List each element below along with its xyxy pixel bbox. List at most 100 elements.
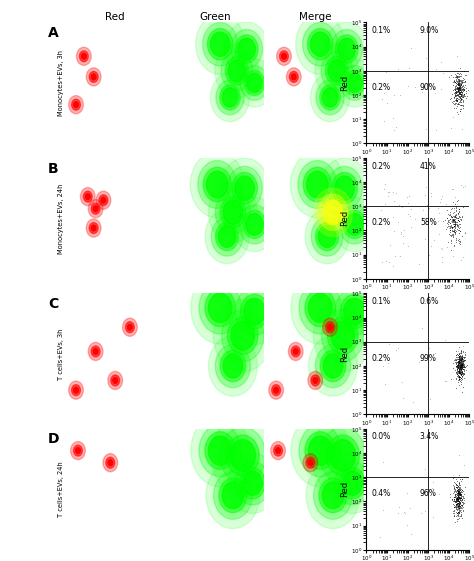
- Point: [454, 488, 462, 496]
- Circle shape: [205, 432, 236, 470]
- Point: [454, 496, 462, 505]
- Point: [457, 365, 465, 374]
- Point: [454, 351, 462, 360]
- Circle shape: [346, 73, 362, 93]
- Point: [455, 375, 462, 384]
- Point: [457, 355, 465, 364]
- Point: [456, 90, 464, 99]
- Point: [452, 498, 459, 507]
- Point: [456, 490, 464, 499]
- Point: [456, 373, 464, 381]
- Point: [453, 204, 460, 213]
- Point: [457, 71, 465, 80]
- Point: [453, 102, 461, 111]
- Point: [457, 348, 465, 357]
- Point: [456, 95, 463, 104]
- Point: [431, 348, 438, 357]
- Point: [451, 490, 458, 499]
- Point: [459, 102, 467, 111]
- Point: [448, 224, 456, 233]
- Point: [458, 91, 466, 100]
- Point: [460, 360, 468, 369]
- Point: [453, 363, 461, 372]
- Point: [457, 501, 465, 510]
- Circle shape: [190, 151, 244, 218]
- Point: [456, 507, 464, 516]
- Circle shape: [91, 74, 96, 80]
- Point: [454, 514, 461, 523]
- Point: [457, 360, 465, 369]
- Point: [454, 209, 462, 218]
- Text: A: A: [48, 26, 59, 40]
- Point: [457, 507, 465, 516]
- Point: [446, 223, 454, 232]
- Point: [458, 95, 465, 104]
- Point: [450, 481, 458, 490]
- Point: [451, 496, 459, 505]
- Point: [411, 215, 419, 224]
- Point: [452, 361, 460, 370]
- Point: [451, 219, 459, 228]
- Point: [407, 205, 415, 214]
- Circle shape: [221, 51, 253, 90]
- Point: [458, 357, 465, 366]
- Point: [390, 197, 398, 206]
- Point: [454, 80, 461, 89]
- Circle shape: [222, 482, 244, 509]
- Point: [460, 353, 467, 362]
- Circle shape: [323, 200, 343, 224]
- Point: [461, 350, 469, 359]
- Point: [451, 91, 458, 100]
- Point: [453, 499, 461, 508]
- Point: [446, 223, 453, 232]
- Point: [456, 362, 464, 371]
- Point: [457, 362, 465, 371]
- Point: [445, 218, 453, 227]
- Point: [451, 216, 458, 225]
- Point: [379, 505, 386, 514]
- Point: [455, 488, 462, 497]
- Point: [456, 373, 464, 381]
- Point: [459, 91, 466, 100]
- Point: [456, 500, 463, 509]
- Point: [446, 214, 454, 223]
- Circle shape: [108, 371, 123, 389]
- Point: [461, 227, 468, 236]
- Point: [451, 213, 459, 222]
- Point: [456, 96, 464, 105]
- Point: [455, 507, 463, 516]
- Point: [452, 487, 460, 496]
- Point: [459, 497, 466, 506]
- Point: [461, 356, 468, 365]
- Point: [459, 382, 467, 391]
- Point: [447, 489, 454, 498]
- Point: [455, 85, 462, 94]
- Point: [455, 357, 463, 366]
- Point: [447, 220, 455, 229]
- Point: [450, 213, 458, 222]
- Circle shape: [313, 471, 352, 519]
- Point: [456, 91, 464, 100]
- Point: [459, 81, 467, 90]
- Point: [447, 222, 454, 231]
- Point: [453, 494, 460, 503]
- Point: [450, 474, 457, 483]
- Point: [447, 222, 455, 231]
- Point: [451, 90, 459, 99]
- Point: [450, 76, 457, 85]
- X-axis label: Green: Green: [405, 158, 431, 167]
- Point: [459, 498, 467, 507]
- Circle shape: [328, 278, 382, 345]
- Circle shape: [205, 209, 249, 264]
- Point: [451, 70, 459, 79]
- Point: [445, 229, 453, 238]
- Point: [457, 91, 465, 100]
- Point: [457, 95, 465, 104]
- Point: [457, 362, 465, 371]
- Point: [424, 249, 431, 258]
- Point: [455, 358, 462, 367]
- Point: [458, 77, 466, 86]
- Point: [455, 489, 463, 498]
- Point: [462, 71, 470, 80]
- Point: [431, 89, 439, 98]
